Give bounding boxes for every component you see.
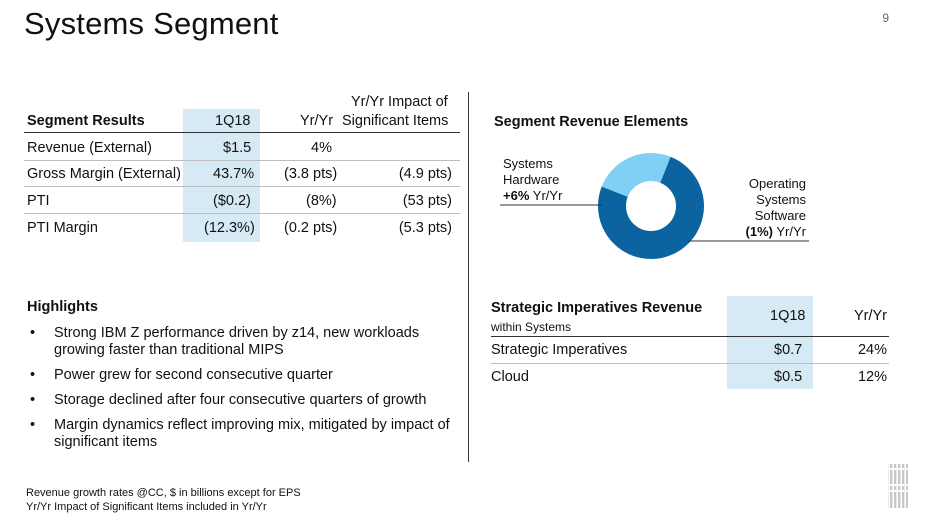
strategic-imperatives-title: Strategic Imperatives Revenue [491,300,703,316]
row-yy-value: (8%) [306,193,337,209]
revenue-donut-chart [598,153,704,259]
row-rule [491,363,889,364]
period-header: 1Q18 [770,308,806,324]
row-impact-value: (53 pts) [402,193,452,209]
row-rule [24,213,460,214]
yy-header: Yr/Yr [853,308,887,324]
row-period-value: ($0.2) [213,193,251,209]
page-title: Systems Segment [24,6,279,41]
segment-results-header: Segment Results [27,113,145,129]
highlights-list: Strong IBM Z performance driven by z14, … [27,325,457,451]
row-label: PTI Margin [27,220,98,236]
row-label: PTI [27,193,50,209]
list-item: Strong IBM Z performance driven by z14, … [27,325,457,359]
row-label: Cloud [491,369,529,385]
row-period-value: (12.3%) [204,220,255,236]
leader-lines [500,204,809,242]
row-period-value: $0.5 [774,369,803,385]
slice-label-line: Operating [748,176,806,191]
header-rule [24,132,460,133]
footnote: Revenue growth rates @CC, $ in billions … [26,487,301,499]
header-rule [491,336,889,337]
row-yy-value: 24% [857,342,887,358]
slice-label-line: Software [754,208,806,223]
row-label: Gross Margin (External) [27,166,181,182]
footnotes: Revenue growth rates @CC, $ in billions … [26,486,301,514]
row-period-value: 43.7% [213,166,255,182]
hardware-slice-label: Systems Hardware +6% Yr/Yr [503,156,562,204]
period-column-highlight [727,296,813,389]
slice-label-line: Systems [756,192,806,207]
row-label: Revenue (External) [27,140,152,156]
slice-label-line: Hardware [503,172,560,187]
impact-header-line2: Significant Items [342,113,449,129]
row-impact-value: (5.3 pts) [398,220,452,236]
software-slice-label: Operating Systems Software (1%) Yr/Yr [718,176,806,240]
row-rule [24,160,460,161]
segment-revenue-elements-title: Segment Revenue Elements [494,114,689,130]
strategic-imperatives-subtitle: within Systems [491,320,572,334]
row-period-value: $0.7 [774,342,803,358]
row-yy-value: 12% [857,369,887,385]
vertical-divider [468,92,469,462]
yy-header: Yr/Yr [300,113,334,129]
row-rule [24,186,460,187]
slice-change: (1%) [745,224,773,239]
impact-header-line1: Yr/Yr Impact of [351,94,448,110]
row-label: Strategic Imperatives [491,342,628,358]
row-impact-value: (4.9 pts) [398,166,452,182]
row-period-value: $1.5 [223,140,252,156]
highlights-title: Highlights [27,299,98,315]
list-item: Power grew for second consecutive quarte… [27,367,457,384]
row-yy-value: (0.2 pts) [284,220,338,236]
slice-label-line: Systems [503,156,553,171]
footnote: Yr/Yr Impact of Significant Items includ… [26,501,267,513]
ibm-logo [888,464,908,508]
row-yy-value: (3.8 pts) [284,166,338,182]
row-yy-value: 4% [311,140,332,156]
period-header: 1Q18 [215,113,251,129]
slice-suffix: Yr/Yr [532,188,563,203]
donut-hole [626,181,676,231]
list-item: Storage declined after four consecutive … [27,392,457,409]
highlights-section: Highlights Strong IBM Z performance driv… [27,299,457,459]
slice-suffix: Yr/Yr [776,224,806,239]
period-column-highlight [183,109,260,242]
slice-change: +6% [503,188,530,203]
list-item: Margin dynamics reflect improving mix, m… [27,417,457,451]
page-number: 9 [882,11,889,25]
